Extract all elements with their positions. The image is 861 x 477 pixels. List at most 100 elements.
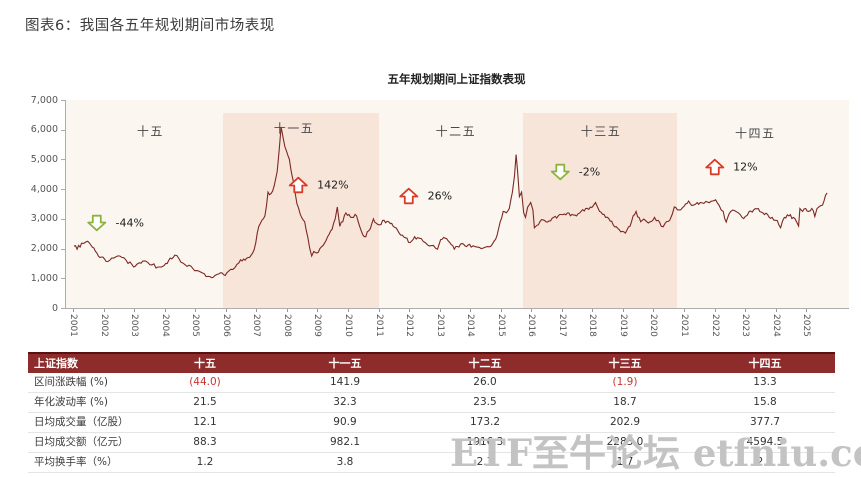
table-cell: 4594.5 [746,436,784,448]
table-cell: 90.9 [333,416,357,428]
table-cell: 13.3 [753,376,777,388]
period-change-annotation: -2% [550,164,600,181]
x-axis-label: 2024 [770,314,781,337]
x-axis-label: 2016 [526,314,537,337]
table-cell: 26.0 [473,376,497,388]
x-axis-label: 2012 [404,314,415,337]
table-column-header: 十二五 [468,357,502,370]
table-cell: 1.2 [196,456,214,468]
x-axis-label: 2002 [98,314,109,337]
x-axis-label: 2013 [434,314,445,337]
period-return-label: -44% [115,216,144,230]
x-axis-tick [806,309,808,312]
table-row: 平均换手率（%） 1.2 3.8 2.3 1.7 2.1 [28,453,835,473]
y-axis-label: 2,000 [30,243,58,255]
y-axis-label: 1,000 [30,272,58,284]
x-axis-tick [409,309,411,312]
x-axis-label: 2003 [129,314,140,337]
row-label: 日均成交量（亿股） [34,416,129,428]
y-axis-label: 0 [51,302,58,314]
x-axis-tick [195,309,197,312]
x-axis-tick [653,309,655,312]
x-axis-tick [531,309,533,312]
down-arrow-icon [87,215,107,232]
period-return-label: 12% [733,160,758,174]
period-label: 十四五 [734,126,776,141]
period-label: 十三五 [580,124,622,139]
x-axis-label: 2005 [190,314,201,337]
y-axis-tick [61,308,65,309]
y-axis-label: 3,000 [30,213,58,225]
x-axis-label: 2011 [373,314,384,337]
y-axis-label: 6,000 [30,124,58,136]
x-axis-tick [439,309,441,312]
x-axis-label: 2017 [556,314,567,337]
period-label: 十二五 [435,124,477,139]
table-body: 区间涨跌幅 (%) (44.0) 141.9 26.0 (1.9) 13.3 年化波动率 (… [28,373,835,473]
up-arrow-icon [289,176,309,193]
table-header-row: 上证指数 十五 十一五 十二五 十三五 十四五 [28,352,835,373]
table-row: 年化波动率 (%) 21.5 32.3 23.5 18.7 15.8 [28,393,835,413]
table-corner-header: 上证指数 [34,357,78,370]
x-axis-label: 2018 [587,314,598,337]
x-axis-tick [592,309,594,312]
x-axis-tick [745,309,747,312]
period-label: 十一五 [273,121,315,136]
table-cell: 202.9 [609,416,641,428]
period-return-label: 142% [317,178,349,192]
table-cell: 23.5 [473,396,497,408]
period-return-label: 26% [427,189,453,203]
period-change-annotation: -44% [87,215,144,232]
table-cell: 18.7 [613,396,637,408]
table-row: 日均成交量（亿股） 12.1 90.9 173.2 202.9 377.7 [28,413,835,433]
table-cell: 3.8 [336,456,354,468]
x-axis-tick [73,309,74,312]
x-axis-label: 2007 [251,314,262,337]
x-axis-label: 2015 [495,314,506,337]
table-column-header: 十四五 [748,357,782,370]
period-label: 十五 [136,124,164,139]
x-axis-tick [103,309,105,312]
y-axis-tick [61,218,65,220]
table-cell: 88.3 [193,436,217,448]
x-axis-tick [561,309,563,312]
x-axis-tick [286,309,288,312]
sse-index-line [73,126,828,279]
table-cell: (1.9) [612,376,638,388]
table-cell: 2.3 [476,456,494,468]
x-axis-tick [470,309,472,312]
x-axis-label: 2010 [342,314,353,337]
x-axis-label: 2020 [648,314,659,337]
x-axis-tick [164,309,166,312]
x-axis-tick [317,309,319,312]
table-row: 日均成交额（亿元） 88.3 982.1 1916.3 2283.0 4594.5 [28,433,835,453]
x-axis-label: 2021 [679,314,689,337]
period-change-annotation: 142% [288,176,349,193]
table-cell: 32.3 [333,396,357,408]
figure-title: 图表6：我国各五年规划期间市场表现 [25,18,275,34]
table-cell: 21.5 [193,396,217,408]
table-cell: 982.1 [329,436,361,448]
x-axis-label: 2014 [465,314,476,337]
up-arrow-icon [399,187,419,204]
row-label: 年化波动率 (%) [34,396,109,408]
y-axis-tick [61,100,65,101]
x-axis-label: 2009 [312,314,323,337]
y-axis-tick [61,278,65,280]
x-axis-tick [378,309,380,312]
x-axis-label: 2006 [220,314,231,337]
x-axis-tick [225,309,227,312]
table-row: 区间涨跌幅 (%) (44.0) 141.9 26.0 (1.9) 13.3 [28,373,835,393]
table-column-header: 十五 [194,357,216,370]
down-arrow-icon [550,164,570,181]
y-axis-tick [61,159,65,161]
period-change-annotation: 12% [704,158,758,176]
y-axis-label: 4,000 [30,183,58,195]
table-cell: 141.9 [329,376,361,388]
y-axis-tick [61,248,65,250]
x-axis-label: 2008 [281,314,292,337]
chart-title: 五年规划期间上证指数表现 [387,72,526,86]
table-column-header: 十三五 [608,357,642,370]
x-axis-tick [714,309,716,312]
x-axis-tick [347,309,349,312]
